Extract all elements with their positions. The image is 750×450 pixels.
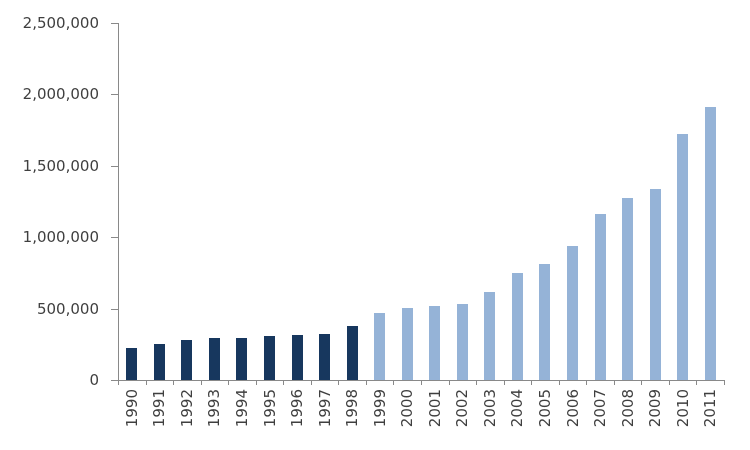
- bar-2004: [511, 272, 523, 380]
- x-axis-tick: [448, 380, 450, 385]
- x-tick-label-1991: 1991: [150, 389, 169, 428]
- bar-1992: [181, 340, 193, 380]
- bar-1995: [264, 336, 275, 380]
- x-tick-label-1995: 1995: [260, 389, 279, 428]
- bar-1994: [236, 337, 248, 380]
- bar-2005: [539, 263, 551, 380]
- x-axis-tick: [338, 380, 340, 385]
- x-axis-tick: [613, 380, 615, 385]
- bar-2002: [456, 304, 468, 380]
- y-tick-label: 2,500,000: [22, 14, 99, 32]
- y-axis-tick: [111, 308, 118, 310]
- bar-1999: [374, 312, 386, 380]
- bar-2001: [429, 305, 441, 380]
- x-axis-tick: [393, 380, 395, 385]
- x-axis-tick: [724, 380, 725, 385]
- bar-1991: [153, 343, 165, 380]
- x-axis-tick: [173, 380, 175, 385]
- bar-2006: [567, 246, 578, 380]
- bar-2007: [594, 214, 606, 380]
- x-tick-label-2004: 2004: [508, 389, 527, 428]
- x-tick-label-2011: 2011: [701, 389, 720, 428]
- x-axis-tick: [200, 380, 202, 385]
- bar-2000: [401, 307, 413, 380]
- y-axis-line: [118, 23, 119, 381]
- x-axis-tick: [641, 380, 643, 385]
- x-tick-label-1999: 1999: [370, 389, 389, 428]
- x-axis-tick: [118, 380, 119, 385]
- x-axis-tick: [476, 380, 478, 385]
- x-tick-label-1998: 1998: [343, 389, 362, 428]
- y-axis-tick: [111, 380, 118, 381]
- x-tick-label-1992: 1992: [177, 389, 196, 428]
- x-tick-label-1994: 1994: [232, 389, 251, 428]
- x-axis-tick: [531, 380, 533, 385]
- bar-2011: [704, 107, 716, 380]
- y-axis-tick: [111, 237, 118, 239]
- x-tick-label-2000: 2000: [398, 389, 417, 428]
- x-axis-tick: [145, 380, 147, 385]
- bar-2008: [622, 197, 634, 380]
- bar-2010: [677, 133, 689, 380]
- bar-1998: [346, 326, 358, 380]
- x-axis-tick: [310, 380, 312, 385]
- x-tick-label-2008: 2008: [618, 389, 637, 428]
- y-axis-tick: [111, 23, 118, 24]
- y-tick-label: 500,000: [36, 299, 99, 318]
- bar-1996: [291, 335, 303, 380]
- bar-2009: [649, 189, 661, 380]
- x-axis-tick: [365, 380, 367, 385]
- x-axis-tick: [696, 380, 698, 385]
- x-tick-label-1997: 1997: [315, 389, 334, 428]
- bar-2003: [484, 292, 496, 380]
- y-tick-label: 1,500,000: [22, 156, 99, 175]
- y-tick-label: 1,000,000: [22, 228, 99, 247]
- y-tick-label: 2,000,000: [22, 85, 99, 104]
- x-tick-label-2006: 2006: [563, 389, 582, 428]
- y-axis-tick: [111, 94, 118, 96]
- x-axis-tick: [503, 380, 505, 385]
- bar-1997: [319, 333, 331, 380]
- bar-1993: [208, 337, 220, 380]
- x-axis-tick: [283, 380, 285, 385]
- bar-1990: [126, 347, 138, 380]
- y-tick-label: 0: [89, 371, 99, 389]
- x-tick-label-1996: 1996: [288, 389, 307, 428]
- x-axis-tick: [421, 380, 422, 385]
- x-tick-label-2002: 2002: [453, 389, 472, 428]
- x-tick-label-2010: 2010: [673, 389, 692, 428]
- x-axis-tick: [668, 380, 670, 385]
- x-axis-tick: [586, 380, 588, 385]
- x-tick-label-2001: 2001: [425, 389, 444, 428]
- x-axis-tick: [255, 380, 257, 385]
- x-tick-label-1990: 1990: [122, 389, 141, 428]
- x-tick-label-1993: 1993: [205, 389, 224, 428]
- x-axis-tick: [558, 380, 560, 385]
- x-axis-tick: [228, 380, 230, 385]
- y-axis-tick: [111, 165, 118, 167]
- x-tick-label-2007: 2007: [591, 389, 610, 428]
- x-tick-label-2005: 2005: [535, 389, 554, 428]
- x-tick-label-2009: 2009: [646, 389, 665, 428]
- x-tick-label-2003: 2003: [480, 389, 499, 428]
